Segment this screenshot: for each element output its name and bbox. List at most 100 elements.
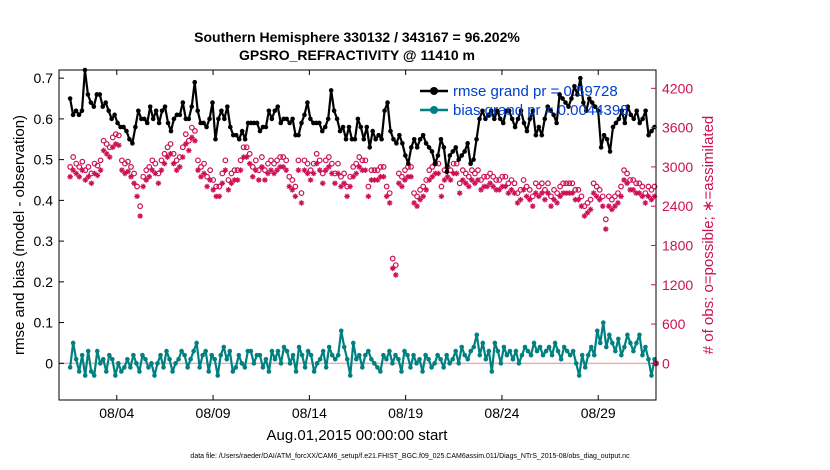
rmse-point xyxy=(210,100,215,105)
rmse-point xyxy=(385,100,390,105)
obs-possible-point xyxy=(97,157,104,164)
bias-point xyxy=(423,352,428,358)
obs-assimilated-point xyxy=(332,180,338,187)
obs-possible-point xyxy=(499,173,506,180)
rmse-point xyxy=(284,116,289,122)
rmse-point xyxy=(144,120,150,126)
obs-assimilated-point xyxy=(536,193,542,200)
obs-assimilated-point xyxy=(350,173,356,180)
obs-assimilated-point xyxy=(201,170,207,177)
bias-point xyxy=(137,369,142,374)
bias-point xyxy=(143,356,148,362)
obs-possible-point xyxy=(237,157,244,164)
obs-assimilated-point xyxy=(459,177,466,183)
obs-possible-point xyxy=(526,186,533,193)
obs-possible-point xyxy=(322,157,329,164)
rmse-point xyxy=(115,120,120,126)
x-tick-label: 08/14 xyxy=(292,405,327,421)
obs-possible-point xyxy=(319,170,326,177)
rmse-point xyxy=(643,108,648,114)
obs-possible-point xyxy=(76,164,83,170)
obs-possible-point xyxy=(338,173,344,180)
obs-assimilated-point xyxy=(450,170,457,177)
rmse-line xyxy=(69,68,656,173)
bias-point xyxy=(441,365,446,370)
bias-point xyxy=(504,352,510,358)
obs-assimilated-point xyxy=(131,180,137,187)
obs-assimilated-point xyxy=(462,180,469,187)
obs-possible-point xyxy=(216,183,223,190)
obs-possible-point xyxy=(380,164,387,170)
rmse-point xyxy=(257,128,263,134)
rmse-point xyxy=(625,104,631,109)
bias-point xyxy=(122,365,127,370)
obs-assimilated-point xyxy=(341,180,347,187)
y-left-tick-label: 0.2 xyxy=(34,274,54,290)
bias-point xyxy=(224,356,230,362)
obs-possible-point xyxy=(271,160,277,167)
bias-point xyxy=(450,356,455,362)
obs-assimilated-point xyxy=(67,173,73,180)
legend: rmse grand pr = 0.59728 bias grand pr = … xyxy=(420,83,629,119)
bias-point xyxy=(387,348,392,354)
bias-point xyxy=(588,344,594,350)
obs-assimilated-point xyxy=(249,173,256,180)
rmse-point xyxy=(133,124,138,130)
obs-assimilated-point xyxy=(100,147,107,154)
bias-point xyxy=(360,365,365,370)
obs-assimilated-point xyxy=(113,141,119,147)
bias-point xyxy=(411,352,416,358)
obs-assimilated-point xyxy=(511,190,518,196)
bias-point xyxy=(275,348,281,354)
rmse-point xyxy=(417,136,423,142)
bias-point xyxy=(369,356,374,362)
obs-assimilated-point xyxy=(529,203,536,209)
rmse-point xyxy=(545,104,551,109)
bias-point xyxy=(420,369,425,374)
rmse-point xyxy=(73,108,79,114)
obs-assimilated-point xyxy=(499,183,506,190)
bias-point xyxy=(197,365,202,370)
obs-possible-point xyxy=(618,183,624,190)
obs-possible-point xyxy=(225,177,232,183)
bias-point xyxy=(492,340,498,346)
obs-possible-point xyxy=(493,177,500,183)
bias-point xyxy=(347,373,353,378)
bias-point xyxy=(610,340,615,346)
rmse-point xyxy=(489,108,494,114)
obs-possible-point xyxy=(362,157,369,164)
bias-point xyxy=(82,373,88,378)
bias-point xyxy=(501,344,507,350)
obs-assimilated-point xyxy=(581,213,588,219)
obs-assimilated-point xyxy=(478,187,484,193)
obs-assimilated-point xyxy=(231,177,238,183)
obs-assimilated-point xyxy=(164,154,171,160)
obs-possible-point xyxy=(551,186,557,193)
bias-point xyxy=(561,344,567,350)
bias-point xyxy=(432,361,437,366)
rmse-point xyxy=(88,100,94,105)
obs-assimilated-point xyxy=(189,134,195,141)
rmse-point xyxy=(233,132,239,138)
rmse-point xyxy=(269,116,275,122)
obs-assimilated-point xyxy=(173,167,180,173)
rmse-point xyxy=(186,116,192,122)
obs-possible-point xyxy=(612,193,618,200)
obs-assimilated-point xyxy=(329,170,335,177)
rmse-point xyxy=(397,132,402,138)
obs-assimilated-point xyxy=(106,154,113,160)
obs-assimilated-point xyxy=(645,193,652,200)
rmse-point xyxy=(358,124,364,130)
obs-assimilated-point xyxy=(484,183,490,190)
obs-assimilated-point xyxy=(103,151,110,157)
bias-point xyxy=(549,352,555,358)
obs-assimilated-point xyxy=(319,180,326,187)
rmse-point xyxy=(112,112,117,118)
x-axis-label: Aug.01,2015 00:00:00 start xyxy=(267,427,449,444)
obs-possible-point xyxy=(615,190,621,196)
obs-possible-point xyxy=(350,164,357,170)
obs-possible-point xyxy=(67,164,74,170)
obs-possible-point xyxy=(146,164,153,170)
obs-assimilated-point xyxy=(557,193,563,200)
